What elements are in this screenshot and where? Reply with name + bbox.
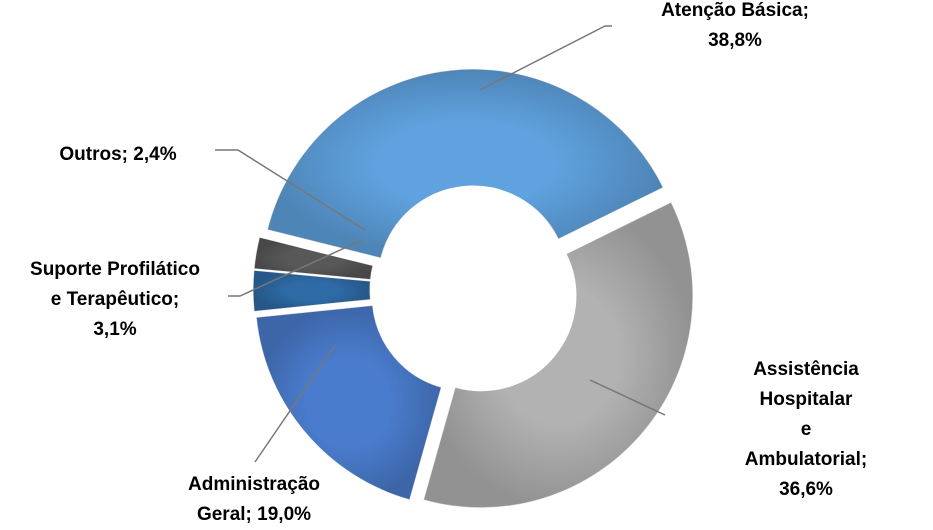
leader-line [254,344,336,463]
leader-line [479,25,612,91]
data-label: Administração Geral; 19,0% [188,474,320,525]
donut-slice [422,201,694,509]
leader-line [228,239,363,297]
leader-line [589,379,666,416]
donut-slice [266,68,664,259]
data-label: Assistência Hospitalar e Ambulatorial; 3… [744,359,868,500]
data-label: Atenção Básica; 38,8% [661,0,809,51]
data-label: Suporte Profilático e Terapêutico; 3,1% [30,259,200,340]
slices [252,68,694,509]
leader-line [215,149,366,231]
data-label: Outros; 2,4% [59,144,177,165]
